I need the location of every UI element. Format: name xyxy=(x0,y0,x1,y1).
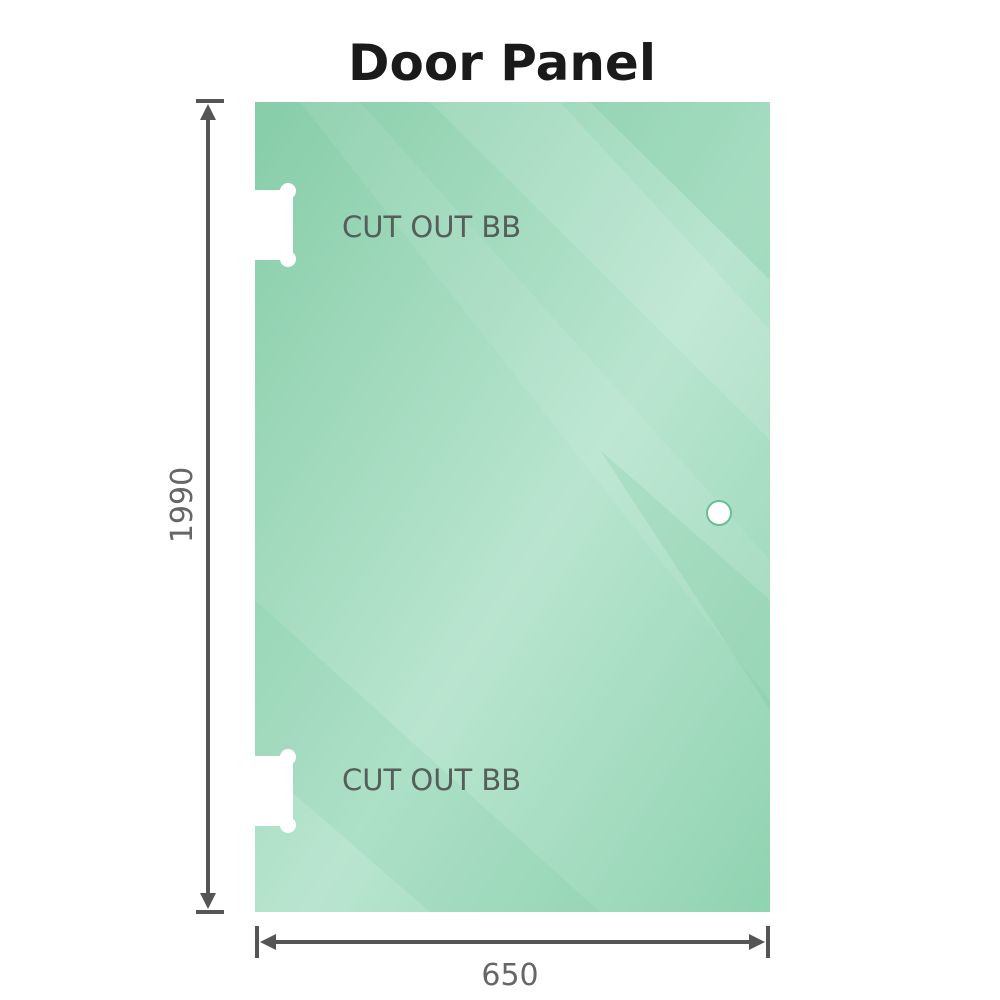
glass-panel xyxy=(255,102,770,912)
page-title: Door Panel xyxy=(348,34,656,92)
height-dimension-label: 1990 xyxy=(165,467,200,543)
handle-hole xyxy=(706,500,732,526)
height-dimension-line xyxy=(196,99,224,914)
cutout-top xyxy=(250,183,296,267)
cutout-label-top: CUT OUT BB xyxy=(342,210,521,244)
cutout-label-bottom: CUT OUT BB xyxy=(342,763,521,797)
glass-reflections xyxy=(255,102,770,912)
width-dimension-label: 650 xyxy=(481,958,538,993)
cutout-bottom xyxy=(250,749,296,833)
width-dimension-line xyxy=(255,926,770,958)
